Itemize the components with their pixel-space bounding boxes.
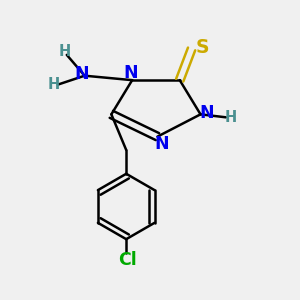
Text: N: N	[123, 64, 138, 82]
Text: N: N	[74, 65, 89, 83]
Text: H: H	[225, 110, 237, 125]
Text: Cl: Cl	[118, 251, 137, 269]
Text: H: H	[58, 44, 70, 59]
Text: S: S	[195, 38, 209, 57]
Text: N: N	[154, 135, 169, 153]
Text: H: H	[47, 77, 59, 92]
Text: N: N	[199, 104, 214, 122]
